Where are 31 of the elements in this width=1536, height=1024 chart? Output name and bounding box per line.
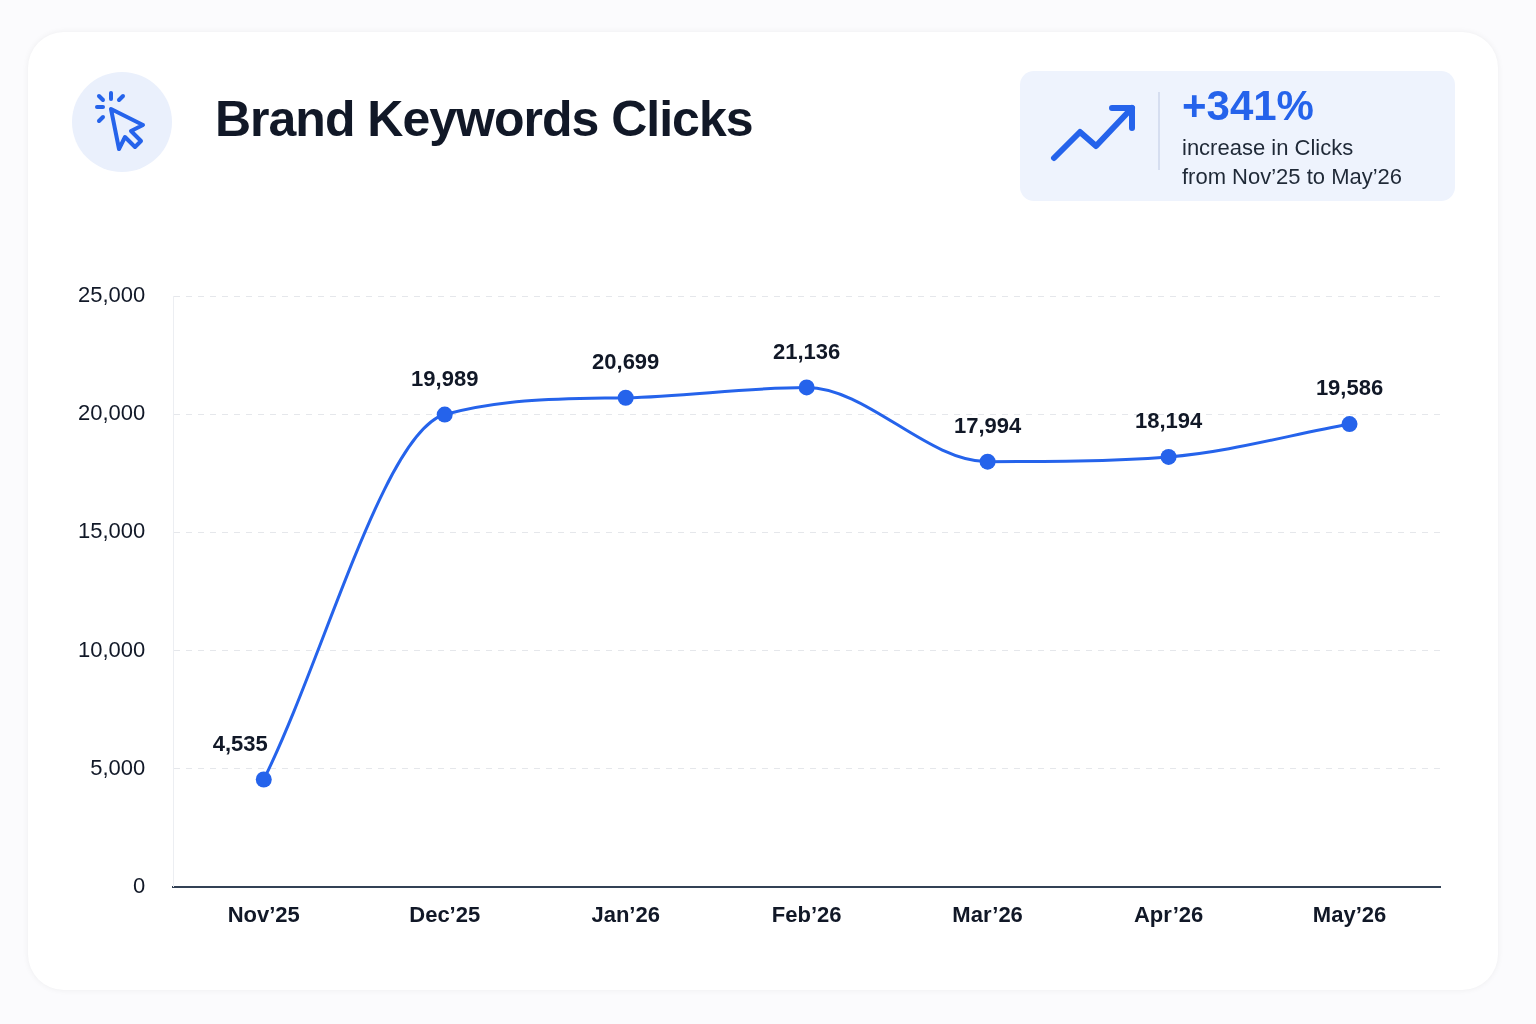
point — [979, 453, 996, 470]
chart-title: Brand Keywords Clicks — [215, 90, 753, 148]
point — [255, 771, 272, 788]
y-tick-label: 20,000 — [77, 400, 146, 426]
x-tick-label: May’26 — [1312, 901, 1387, 927]
point — [798, 379, 815, 396]
y-tick-label: 0 — [133, 872, 146, 898]
x-tick-label: Nov’25 — [227, 901, 300, 927]
text: increase in Clicks — [1182, 135, 1354, 161]
data-label: 20,699 — [592, 348, 660, 374]
point — [436, 406, 453, 423]
data-label: 21,136 — [773, 338, 841, 364]
y-tick-label: 25,000 — [77, 282, 146, 308]
data-label: 19,989 — [411, 365, 479, 391]
x-tick-label: Apr’26 — [1133, 901, 1204, 927]
text: from Nov’25 to May’26 — [1182, 164, 1403, 190]
y-tick-label: 5,000 — [90, 754, 146, 780]
point — [1341, 416, 1358, 433]
point — [1160, 448, 1177, 465]
x-tick-label: Jan’26 — [591, 901, 660, 927]
data-label: 19,586 — [1315, 375, 1384, 401]
y-tick-label: 10,000 — [77, 636, 146, 662]
data-label: 4,535 — [212, 730, 268, 756]
data-label: 17,994 — [953, 412, 1023, 438]
data-label: 18,194 — [1134, 407, 1203, 433]
y-tick-label: 15,000 — [77, 518, 146, 544]
x-tick-label: Dec’25 — [409, 901, 481, 927]
x-tick-label: Feb’26 — [771, 901, 842, 927]
point — [617, 389, 634, 406]
x-tick-label: Mar’26 — [952, 901, 1023, 927]
text: +341% — [1182, 82, 1314, 130]
